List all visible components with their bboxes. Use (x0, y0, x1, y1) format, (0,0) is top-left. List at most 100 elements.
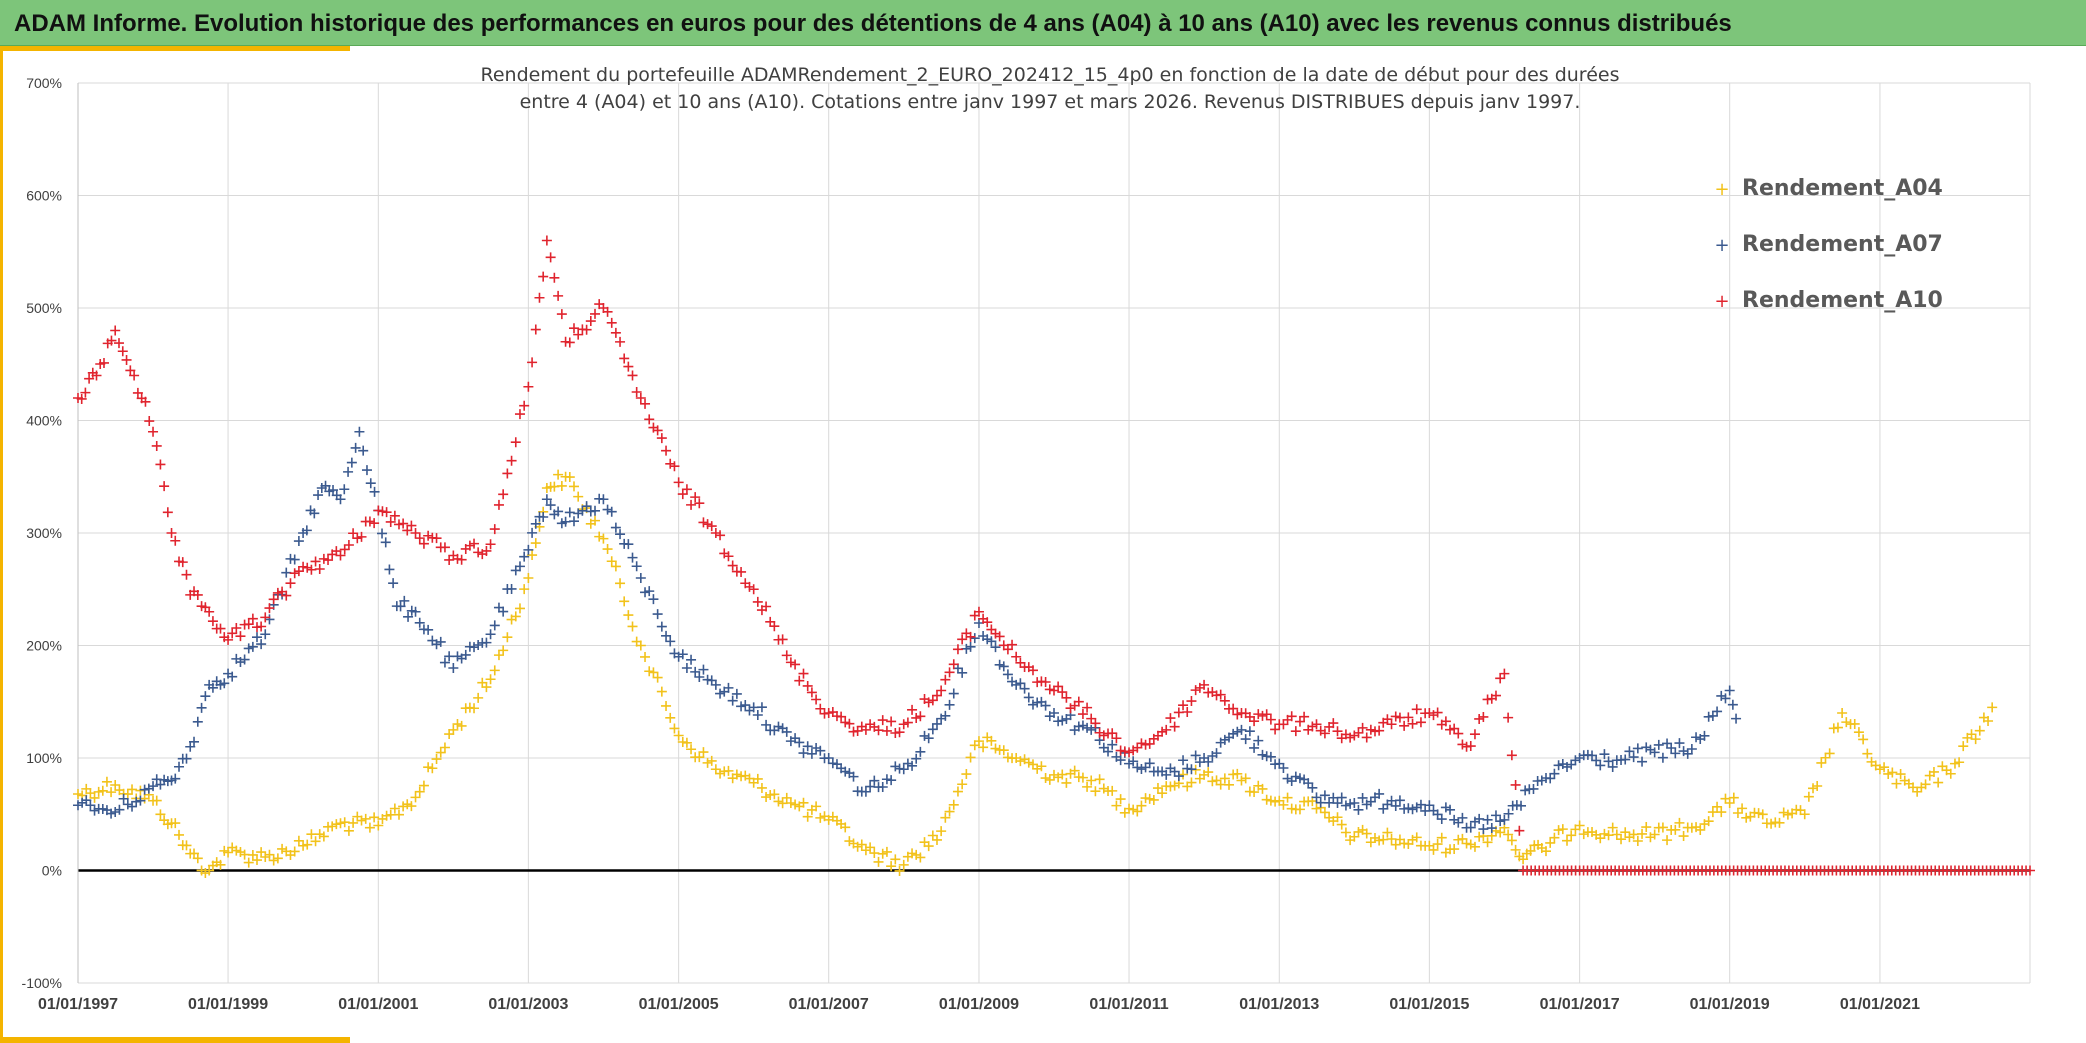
data-point-rendement-a04 (215, 859, 226, 870)
data-point-rendement-a07 (181, 753, 192, 764)
data-point-rendement-a10 (1173, 707, 1184, 718)
data-point-rendement-a07 (1482, 814, 1493, 825)
data-point-rendement-a07 (1319, 790, 1330, 801)
data-point-rendement-a07 (727, 695, 738, 706)
data-point-rendement-a04 (1778, 807, 1789, 818)
data-point-rendement-a04 (1970, 734, 1981, 745)
legend-label-a10: Rendement_A10 (1742, 288, 1943, 313)
data-point-rendement-a04 (606, 556, 617, 567)
data-point-rendement-a04 (444, 729, 455, 740)
data-point-rendement-a10 (1249, 716, 1260, 727)
data-point-rendement-a07 (235, 657, 246, 668)
data-point-rendement-a07 (395, 601, 406, 612)
data-point-rendement-a07 (1082, 722, 1093, 733)
data-point-rendement-a10 (1510, 779, 1521, 790)
data-point-rendement-a07 (530, 518, 541, 529)
data-point-rendement-a07 (1178, 755, 1189, 766)
data-point-rendement-a04 (602, 544, 613, 555)
data-point-rendement-a10 (339, 544, 350, 555)
data-point-rendement-a10 (860, 724, 871, 735)
data-point-rendement-a04 (1482, 837, 1493, 848)
data-point-rendement-a07 (1236, 724, 1247, 735)
data-point-rendement-a07 (81, 795, 92, 806)
data-point-rendement-a07 (1324, 797, 1335, 808)
data-point-rendement-a07 (627, 552, 638, 563)
chart-title: Rendement du portefeuille ADAMRendement_… (280, 62, 1820, 116)
data-point-rendement-a04 (1803, 791, 1814, 802)
data-point-rendement-a10 (1044, 684, 1055, 695)
data-point-rendement-a04 (1169, 780, 1180, 791)
data-point-rendement-a07 (1545, 773, 1556, 784)
data-point-rendement-a04 (627, 621, 638, 632)
data-point-rendement-a07 (448, 663, 459, 673)
data-point-rendement-a07 (798, 748, 809, 759)
data-point-rendement-a04 (873, 856, 884, 867)
data-point-rendement-a07 (706, 675, 717, 686)
data-point-rendement-a10 (235, 631, 246, 642)
data-point-rendement-a07 (927, 724, 938, 735)
data-point-rendement-a07 (990, 642, 1001, 653)
data-point-rendement-a10 (556, 309, 567, 320)
data-point-rendement-a10 (1244, 711, 1255, 722)
x-tick-label: 01/01/2009 (939, 996, 1019, 1013)
data-point-rendement-a10 (769, 621, 780, 632)
data-point-rendement-a07 (802, 741, 813, 752)
data-point-rendement-a10 (886, 716, 897, 727)
data-point-rendement-a04 (886, 861, 897, 872)
data-point-rendement-a04 (493, 650, 504, 661)
data-point-rendement-a04 (856, 839, 867, 850)
data-point-rendement-a07 (1294, 773, 1305, 784)
data-point-rendement-a07 (1015, 678, 1026, 689)
data-point-rendement-a04 (615, 578, 626, 589)
data-point-rendement-a10 (1474, 713, 1485, 724)
data-point-rendement-a04 (498, 645, 509, 656)
data-point-rendement-a10 (155, 459, 166, 470)
data-point-rendement-a07 (207, 682, 218, 693)
data-point-rendement-a07 (1161, 769, 1172, 780)
data-point-rendement-a04 (1607, 822, 1618, 833)
data-point-rendement-a04 (89, 792, 100, 803)
data-point-rendement-a10 (631, 387, 642, 398)
data-point-rendement-a07 (122, 799, 133, 810)
data-point-rendement-a04 (973, 736, 984, 747)
data-point-rendement-a10 (1319, 728, 1330, 739)
data-point-rendement-a10 (204, 606, 215, 617)
data-point-rendement-a04 (1741, 812, 1752, 823)
data-point-rendement-a04 (1082, 781, 1093, 792)
data-point-rendement-a10 (410, 528, 421, 538)
data-point-rendement-a07 (969, 633, 980, 644)
data-point-rendement-a07 (998, 661, 1009, 672)
data-point-rendement-a04 (110, 780, 121, 790)
data-point-rendement-a04 (489, 665, 500, 676)
data-point-rendement-a07 (1244, 726, 1255, 737)
data-point-rendement-a10 (140, 396, 151, 407)
data-point-rendement-a10 (1144, 738, 1155, 749)
data-point-rendement-a07 (196, 702, 207, 713)
data-point-rendement-a10 (541, 235, 552, 246)
data-point-rendement-a10 (836, 711, 847, 722)
data-point-rendement-a07 (656, 621, 667, 632)
data-point-rendement-a04 (435, 747, 446, 758)
data-point-rendement-a04 (1219, 773, 1230, 784)
data-point-rendement-a04 (1465, 839, 1476, 850)
data-point-rendement-a07 (1240, 734, 1251, 745)
data-point-rendement-a10 (1061, 692, 1072, 703)
x-tick-label: 01/01/2013 (1239, 996, 1319, 1013)
data-point-rendement-a07 (1436, 814, 1447, 825)
data-point-rendement-a10 (877, 715, 888, 726)
data-point-rendement-a10 (802, 680, 813, 691)
data-point-rendement-a07 (328, 485, 339, 496)
data-point-rendement-a07 (961, 643, 972, 654)
data-point-rendement-a04 (1390, 839, 1401, 850)
data-point-rendement-a07 (541, 494, 552, 505)
data-point-rendement-a07 (243, 643, 254, 654)
data-point-rendement-a10 (393, 519, 404, 530)
data-point-rendement-a10 (243, 619, 254, 630)
data-point-rendement-a07 (1657, 752, 1668, 763)
data-point-rendement-a07 (85, 800, 96, 811)
data-point-rendement-a07 (994, 659, 1005, 670)
chart-title-line-1: Rendement du portefeuille ADAMRendement_… (480, 64, 1620, 86)
data-point-rendement-a10 (1286, 711, 1297, 722)
data-point-rendement-a07 (1124, 758, 1135, 769)
data-point-rendement-a04 (686, 744, 697, 755)
